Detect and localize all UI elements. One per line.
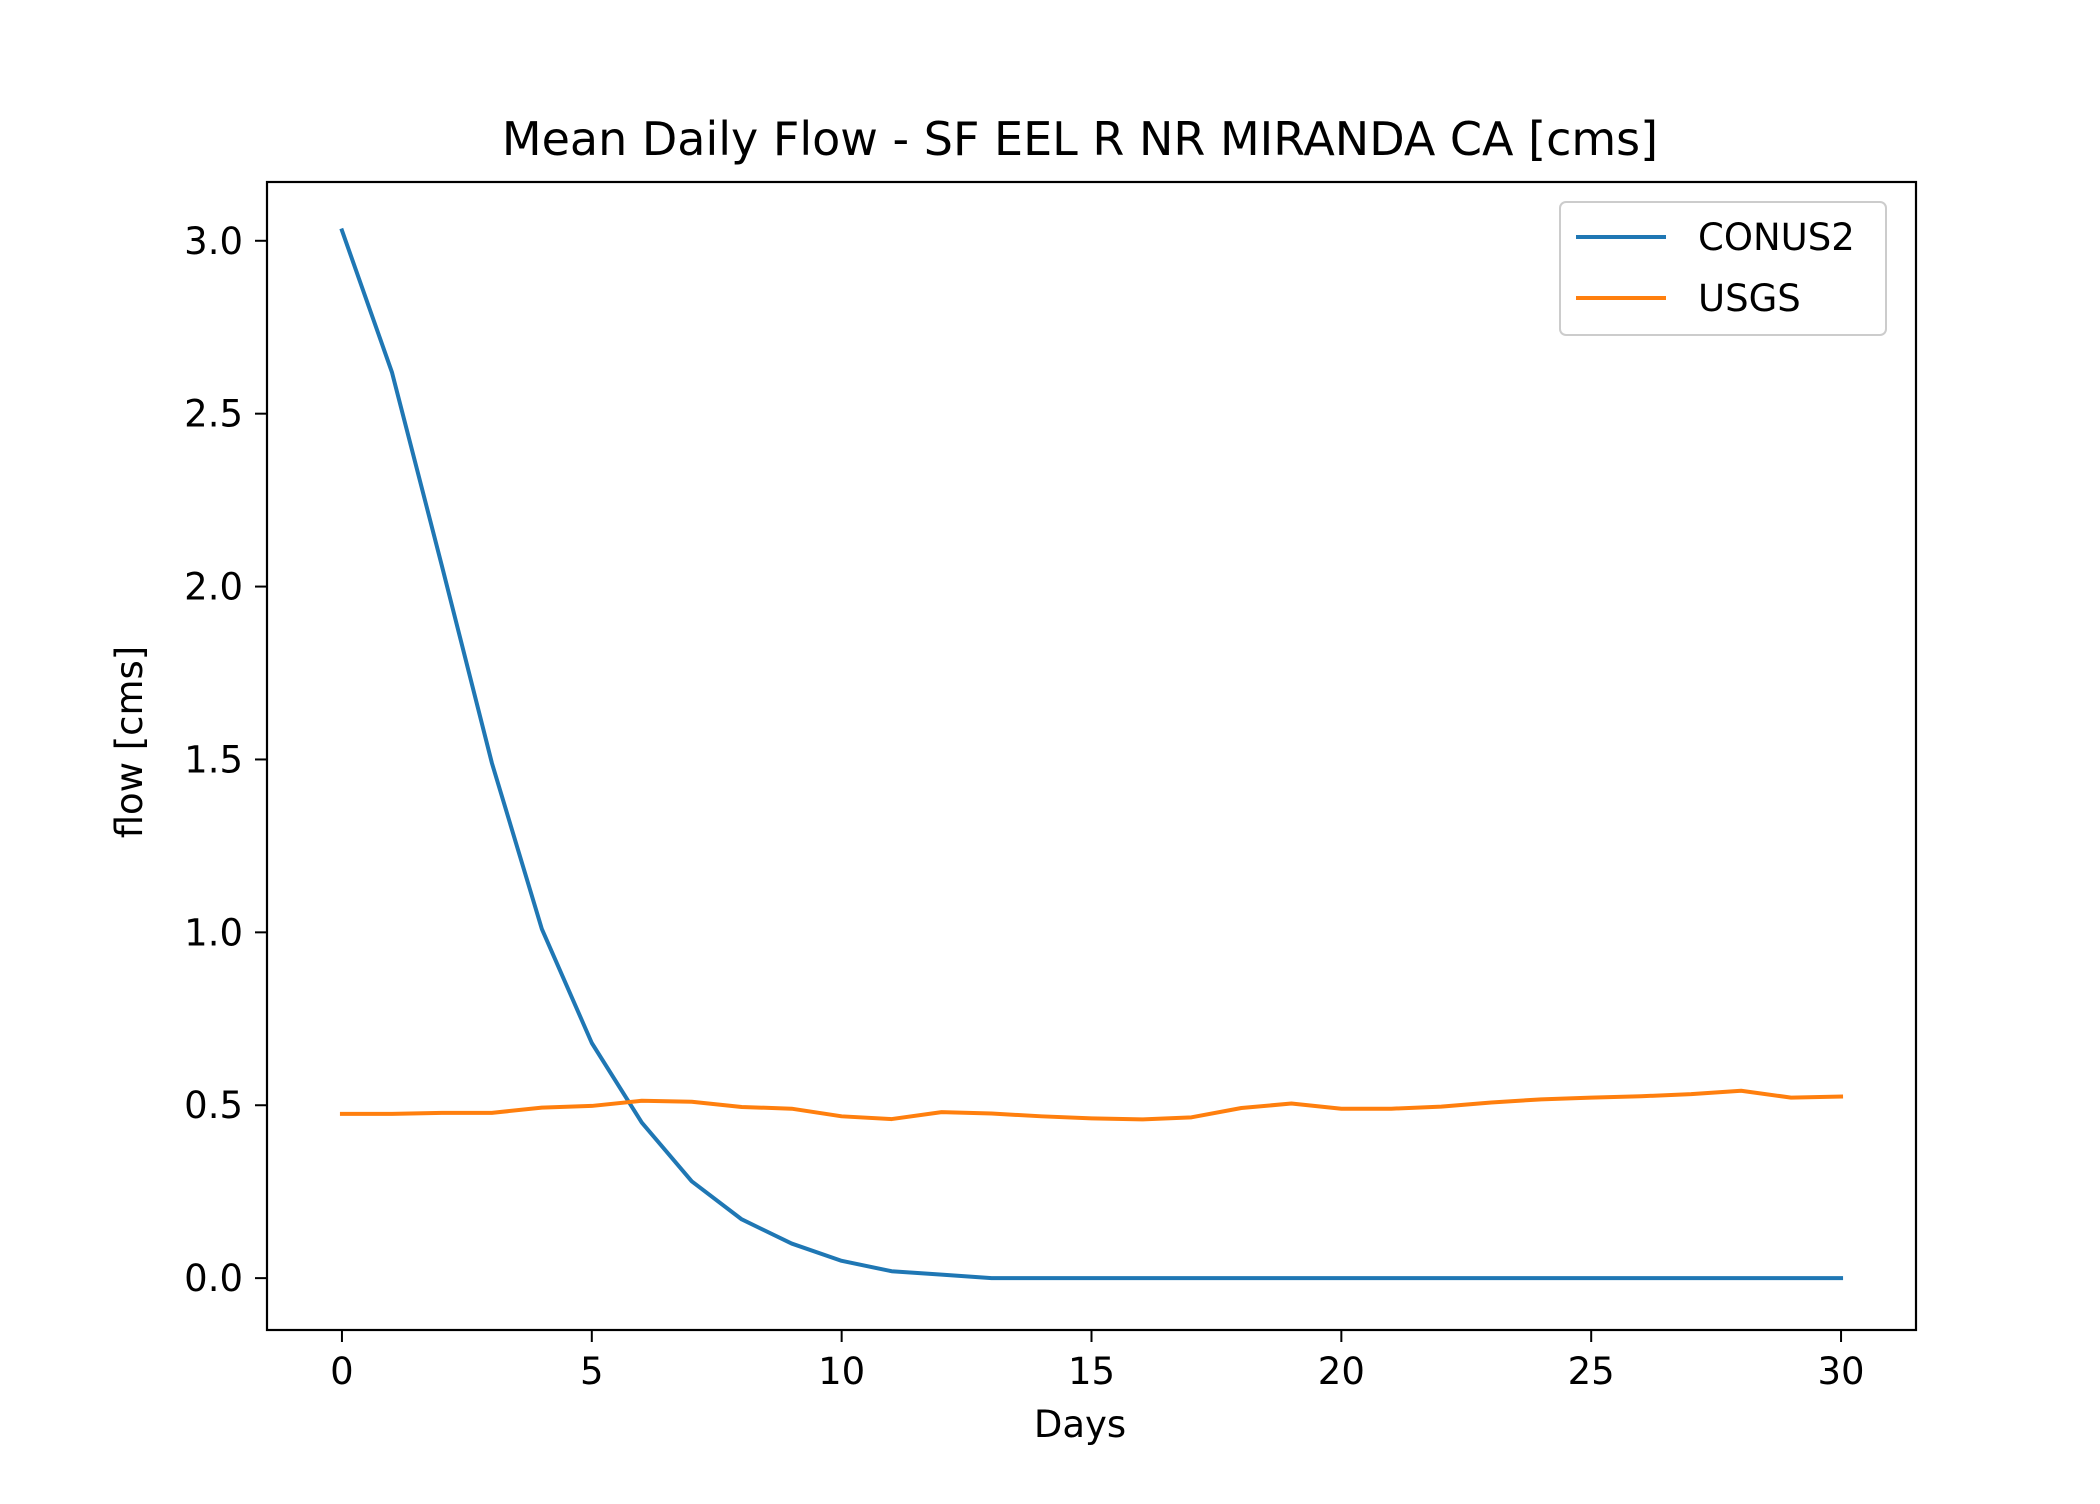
x-axis-label: Days bbox=[1034, 1403, 1126, 1446]
x-tick-label: 10 bbox=[818, 1350, 865, 1393]
x-axis-ticks: 0 5 10 15 20 25 30 bbox=[330, 1330, 1865, 1393]
x-tick-label: 25 bbox=[1568, 1350, 1615, 1393]
x-tick-label: 30 bbox=[1817, 1350, 1864, 1393]
y-tick-label: 1.5 bbox=[184, 738, 243, 781]
y-tick-label: 0.0 bbox=[184, 1257, 243, 1300]
legend: CONUS2 USGS bbox=[1559, 201, 1887, 336]
chart-title: Mean Daily Flow - SF EEL R NR MIRANDA CA… bbox=[502, 112, 1658, 166]
x-tick-label: 20 bbox=[1318, 1350, 1365, 1393]
x-tick-label: 15 bbox=[1068, 1350, 1115, 1393]
y-tick-label: 2.5 bbox=[184, 393, 243, 436]
x-tick-label: 5 bbox=[580, 1350, 604, 1393]
series-line-usgs bbox=[339, 1088, 1844, 1122]
series-lines bbox=[339, 227, 1844, 1281]
x-tick-label: 0 bbox=[330, 1350, 354, 1393]
y-tick-label: 1.0 bbox=[184, 911, 243, 954]
y-tick-label: 3.0 bbox=[184, 220, 243, 263]
y-axis-ticks: 0.0 0.5 1.0 1.5 2.0 2.5 3.0 bbox=[184, 220, 267, 1300]
y-tick-label: 0.5 bbox=[184, 1084, 243, 1127]
y-axis-label: flow [cms] bbox=[108, 646, 151, 839]
legend-label-conus2: CONUS2 bbox=[1698, 216, 1855, 259]
legend-label-usgs: USGS bbox=[1698, 277, 1801, 320]
y-tick-label: 2.0 bbox=[184, 566, 243, 609]
axes-frame bbox=[265, 180, 1918, 1332]
series-line-conus2 bbox=[339, 227, 1844, 1281]
